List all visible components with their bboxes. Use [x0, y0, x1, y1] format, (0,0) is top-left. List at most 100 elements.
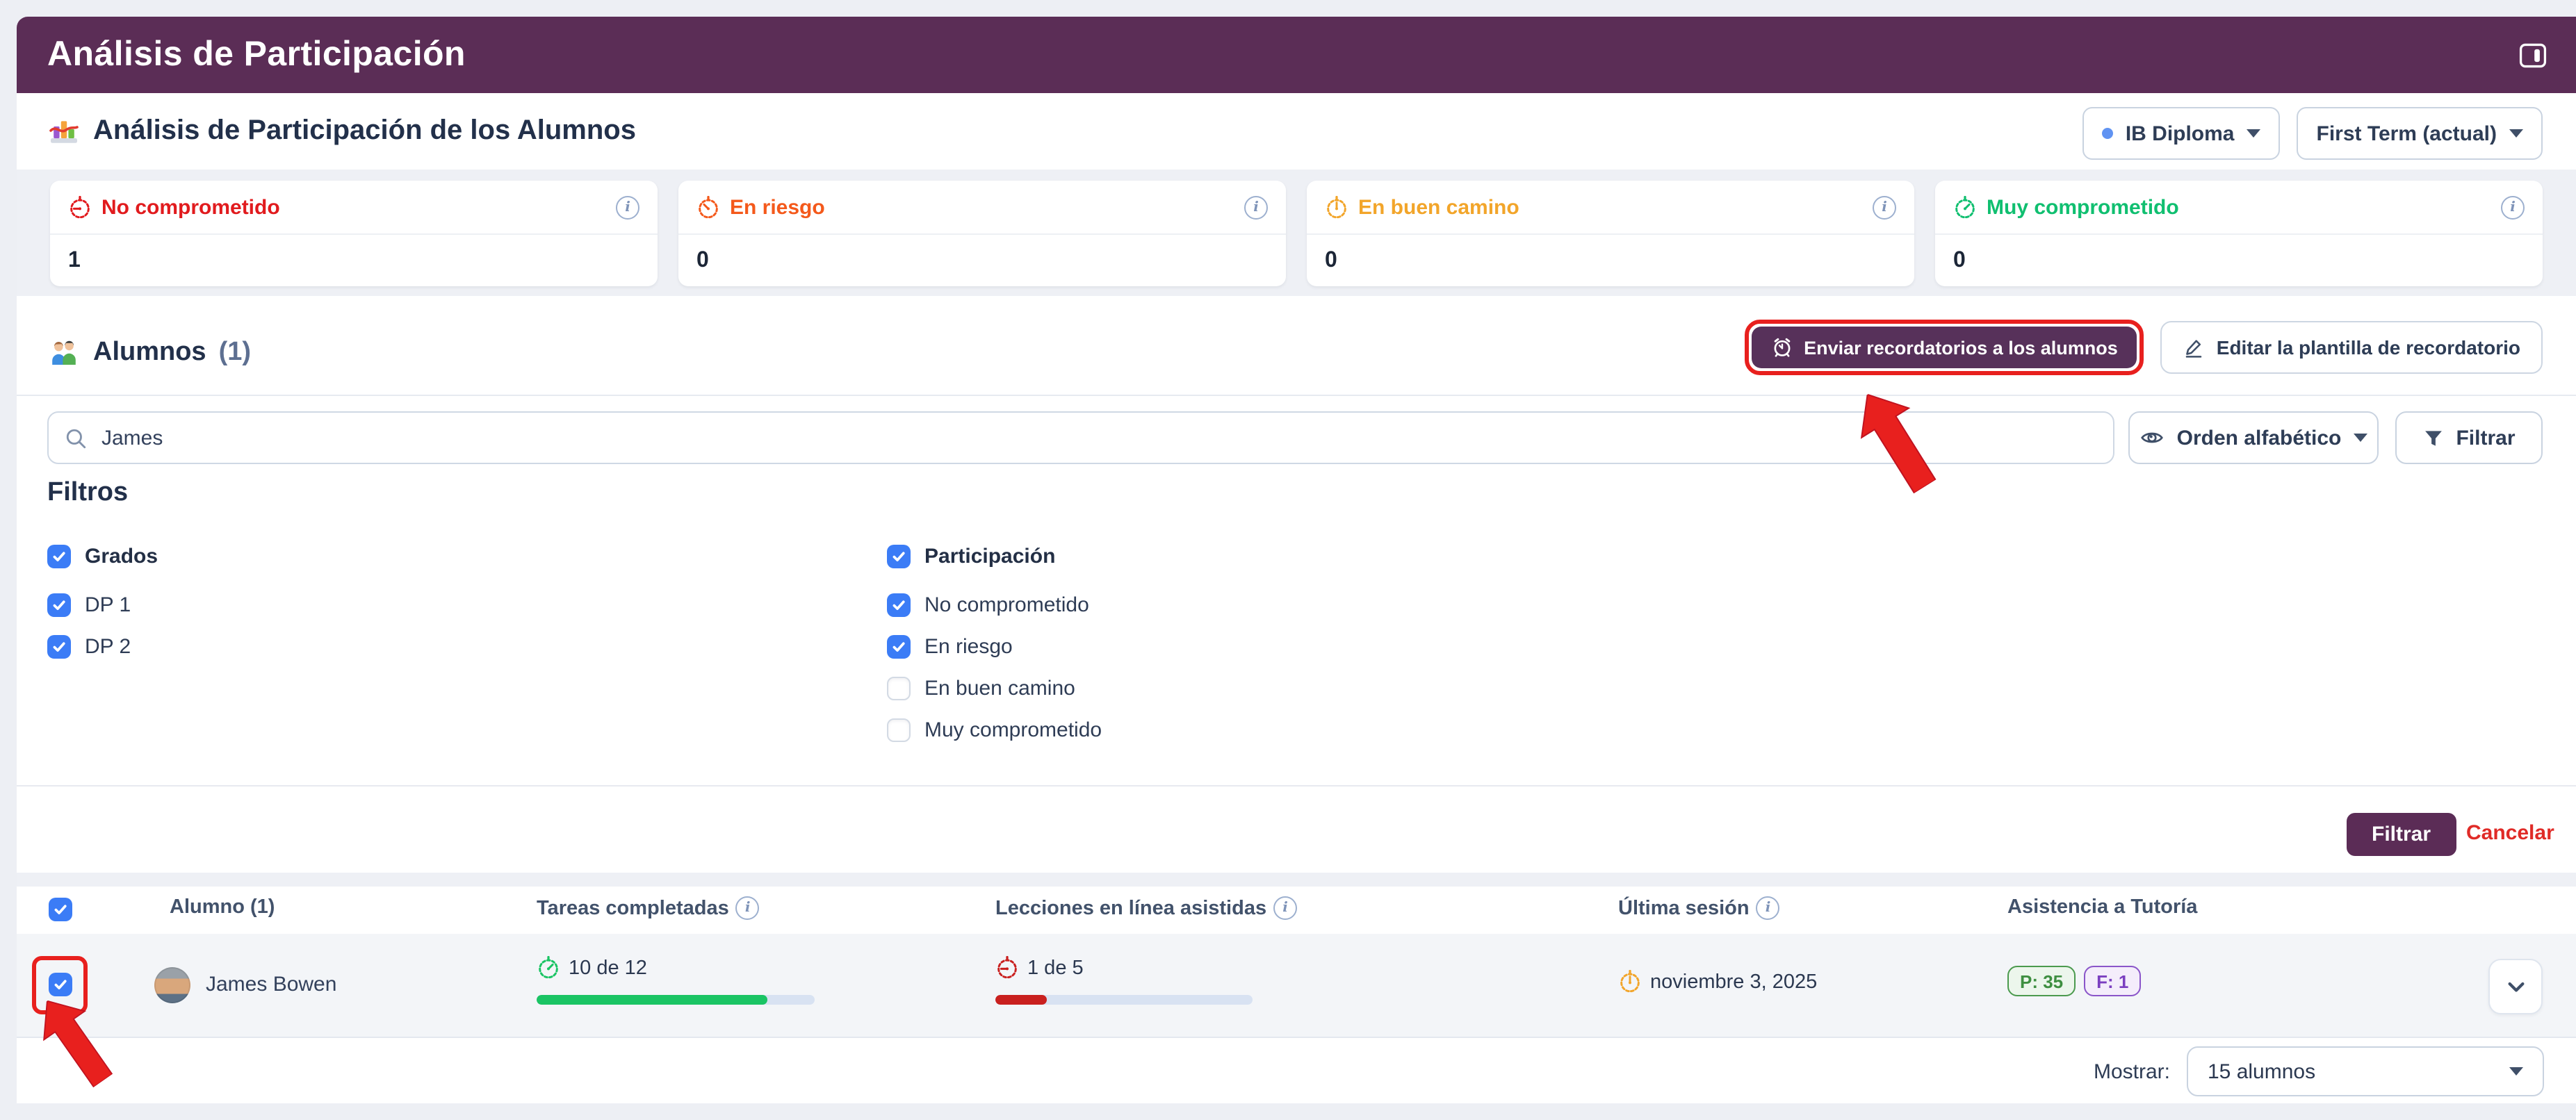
sort-button[interactable]: Orden alfabético: [2128, 411, 2379, 464]
filter-button-label: Filtrar: [2456, 426, 2516, 450]
gauge-icon: [70, 195, 90, 218]
expand-row-button[interactable]: [2488, 959, 2543, 1014]
bar-chart-icon: [49, 121, 79, 143]
filter-group-participation[interactable]: Participación: [887, 542, 1055, 570]
page-title: Análisis de Participación: [47, 35, 466, 74]
send-reminders-button[interactable]: Enviar recordatorios a los alumnos: [1751, 327, 2137, 368]
card-label: En buen camino: [1358, 195, 1519, 219]
info-icon[interactable]: i: [1273, 896, 1298, 920]
column-lessons: Lecciones en línea asistidas i: [995, 896, 1298, 920]
table-row: James Bowen 10 de 12 1 de 5: [17, 934, 2576, 1088]
gauge-icon: [539, 956, 558, 979]
info-icon[interactable]: i: [735, 896, 760, 920]
absent-badge: F: 1: [2084, 966, 2142, 996]
last-session-value: noviembre 3, 2025: [1618, 970, 1817, 994]
filter-toggle-button[interactable]: Filtrar: [2395, 411, 2543, 464]
student-name: James Bowen: [206, 973, 337, 996]
card-value: 1: [68, 248, 81, 272]
overview-title-text: Análisis de Participación de los Alumnos: [93, 115, 636, 145]
program-dot-icon: [2101, 128, 2113, 139]
filter-option-not-engaged[interactable]: No comprometido: [887, 591, 1089, 618]
filter-group-grades[interactable]: Grados: [47, 542, 158, 570]
column-tasks: Tareas completadas i: [537, 896, 760, 920]
column-student: Alumno (1): [170, 896, 275, 919]
checkbox-unchecked[interactable]: [887, 718, 911, 741]
filter-option-on-track[interactable]: En buen camino: [887, 674, 1075, 702]
filter-option-highly-engaged[interactable]: Muy comprometido: [887, 716, 1102, 743]
student-avatar: [154, 967, 190, 1003]
students-icon: [52, 340, 76, 365]
edit-template-label: Editar la plantilla de recordatorio: [2216, 336, 2520, 359]
checkbox-checked[interactable]: [47, 634, 71, 658]
search-icon: [66, 428, 86, 448]
program-select[interactable]: IB Diploma: [2082, 107, 2281, 160]
tasks-metric: 10 de 12: [537, 956, 647, 980]
panel-toggle-icon[interactable]: [2518, 40, 2548, 71]
chevron-down-icon: [2509, 129, 2523, 138]
annotation-arrow-checkbox: [43, 1000, 113, 1088]
lessons-progress-bar: [995, 995, 1253, 1005]
overview-header: Análisis de Participación de los Alumnos…: [17, 93, 2576, 170]
info-icon[interactable]: i: [1873, 195, 1896, 219]
filter-option-at-risk[interactable]: En riesgo: [887, 632, 1013, 660]
checkbox-checked[interactable]: [47, 544, 71, 568]
filter-option-dp1[interactable]: DP 1: [47, 591, 131, 618]
gauge-icon: [997, 956, 1017, 979]
column-tutoring: Asistencia a Tutoría: [2007, 896, 2198, 919]
students-section-header: Alumnos (1): [47, 336, 251, 370]
checkbox-checked[interactable]: [887, 544, 911, 568]
table-header: Alumno (1) Tareas completadas i Lecciones…: [17, 887, 2576, 934]
checkbox-checked[interactable]: [887, 593, 911, 616]
search-input[interactable]: [99, 425, 2098, 451]
per-page-value: 15 alumnos: [2208, 1060, 2316, 1083]
term-select[interactable]: First Term (actual): [2297, 107, 2543, 160]
card-value: 0: [1953, 248, 1966, 272]
gauge-icon: [1955, 195, 1975, 218]
tutoring-badges: P: 35 F: 1: [2007, 966, 2142, 996]
select-all-checkbox[interactable]: [49, 898, 72, 921]
highlight-ring: Enviar recordatorios a los alumnos: [1744, 320, 2144, 375]
students-count: (1): [218, 338, 252, 367]
present-badge: P: 35: [2007, 966, 2076, 996]
cancel-filter-button[interactable]: Cancelar: [2466, 821, 2554, 845]
filter-option-dp2[interactable]: DP 2: [47, 632, 131, 660]
search-box: [47, 411, 2114, 464]
info-icon[interactable]: i: [1756, 896, 1780, 920]
info-icon[interactable]: i: [2501, 195, 2525, 219]
edit-template-button[interactable]: Editar la plantilla de recordatorio: [2160, 321, 2543, 374]
card-label: Muy comprometido: [1987, 195, 2179, 219]
info-icon[interactable]: i: [616, 195, 639, 219]
card-label: No comprometido: [101, 195, 280, 219]
gauge-icon: [699, 195, 718, 218]
per-page-select[interactable]: 15 alumnos: [2187, 1046, 2544, 1096]
card-at-risk: En riesgo i 0: [678, 181, 1286, 286]
info-icon[interactable]: i: [1244, 195, 1268, 219]
send-reminders-label: Enviar recordatorios a los alumnos: [1804, 337, 2118, 358]
card-label: En riesgo: [730, 195, 825, 219]
pagination-label: Mostrar:: [2093, 1060, 2170, 1083]
chevron-down-icon: [2509, 1067, 2523, 1076]
card-not-engaged: No comprometido i 1: [50, 181, 658, 286]
checkbox-unchecked[interactable]: [887, 676, 911, 700]
overview-title: Análisis de Participación de los Alumnos: [47, 114, 636, 147]
card-on-track: En buen camino i 0: [1307, 181, 1914, 286]
checkbox-checked[interactable]: [47, 593, 71, 616]
apply-filter-button[interactable]: Filtrar: [2347, 813, 2456, 856]
divider: [17, 395, 2576, 396]
divider: [17, 785, 2576, 787]
row-checkbox[interactable]: [49, 973, 72, 996]
card-highly-engaged: Muy comprometido i 0: [1935, 181, 2543, 286]
chevron-down-icon: [2507, 982, 2524, 992]
eye-icon: [2140, 432, 2163, 443]
gauge-icon: [1620, 970, 1640, 993]
app-header: Análisis de Participación: [17, 17, 2576, 93]
table-separator: [17, 873, 2576, 887]
checkbox-checked[interactable]: [887, 634, 911, 658]
card-value: 0: [696, 248, 709, 272]
summary-cards-band: No comprometido i 1 En riesgo i 0: [17, 170, 2576, 296]
students-title: Alumnos: [93, 338, 206, 367]
card-value: 0: [1325, 248, 1337, 272]
filters-title: Filtros: [47, 478, 129, 507]
alarm-clock-icon: [1773, 338, 1790, 357]
chevron-down-icon: [2247, 129, 2261, 138]
